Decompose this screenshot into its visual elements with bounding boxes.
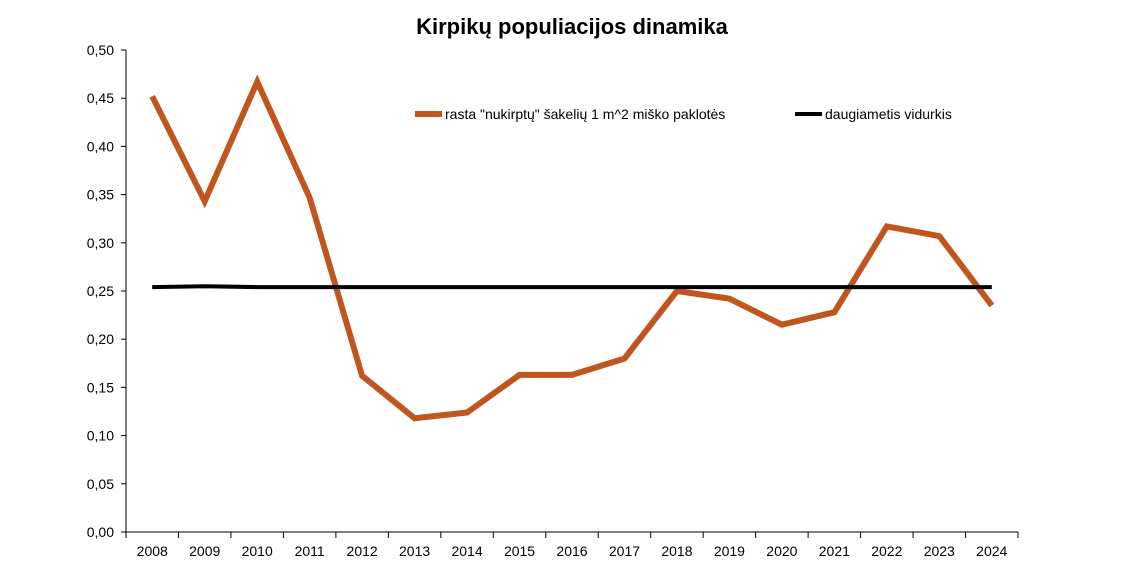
x-tick-label: 2010 bbox=[242, 543, 273, 559]
x-tick-label: 2022 bbox=[871, 543, 902, 559]
y-tick-label: 0,30 bbox=[87, 235, 114, 251]
y-tick-label: 0,05 bbox=[87, 476, 114, 492]
y-tick-label: 0,35 bbox=[87, 187, 114, 203]
y-tick-label: 0,10 bbox=[87, 428, 114, 444]
x-tick-label: 2016 bbox=[556, 543, 587, 559]
y-tick-label: 0,40 bbox=[87, 138, 114, 154]
y-tick-label: 0,50 bbox=[87, 42, 114, 58]
x-tick-label: 2008 bbox=[137, 543, 168, 559]
x-tick-label: 2015 bbox=[504, 543, 535, 559]
x-tick-label: 2017 bbox=[609, 543, 640, 559]
x-tick-label: 2019 bbox=[714, 543, 745, 559]
x-tick-label: 2009 bbox=[189, 543, 220, 559]
y-tick-label: 0,45 bbox=[87, 90, 114, 106]
legend-label: rasta "nukirptų" šakelių 1 m^2 miško pak… bbox=[445, 106, 725, 122]
x-tick-label: 2011 bbox=[295, 543, 325, 559]
chart-title: Kirpikų populiacijos dinamika bbox=[416, 14, 728, 39]
x-tick-label: 2018 bbox=[661, 543, 692, 559]
x-tick-label: 2024 bbox=[976, 543, 1007, 559]
x-tick-label: 2012 bbox=[347, 543, 378, 559]
x-tick-label: 2014 bbox=[451, 543, 482, 559]
y-tick-label: 0,00 bbox=[87, 524, 114, 540]
y-tick-label: 0,20 bbox=[87, 331, 114, 347]
y-tick-label: 0,15 bbox=[87, 379, 114, 395]
legend-label: daugiametis vidurkis bbox=[825, 106, 952, 122]
series-line-daugiametis-vidurkis bbox=[152, 284, 992, 290]
x-tick-label: 2021 bbox=[819, 543, 850, 559]
y-tick-label: 0,25 bbox=[87, 283, 114, 299]
x-tick-label: 2020 bbox=[766, 543, 797, 559]
x-tick-label: 2023 bbox=[924, 543, 955, 559]
series-line-nukirptu-sakeliu bbox=[149, 74, 995, 422]
x-tick-label: 2013 bbox=[399, 543, 430, 559]
